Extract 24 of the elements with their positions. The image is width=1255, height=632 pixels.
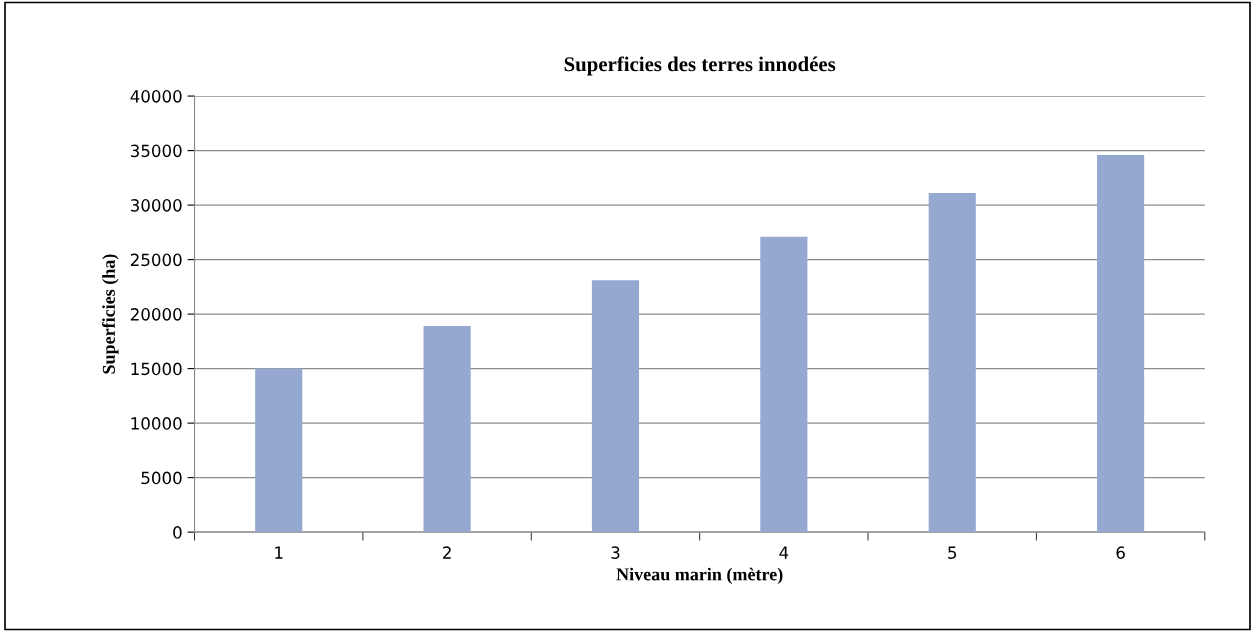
bar: [928, 193, 976, 533]
y-tick-label: 15000: [131, 362, 182, 376]
x-tick-label: 3: [611, 546, 620, 559]
x-axis-title: Niveau marin (mètre): [616, 567, 783, 585]
y-tick-label: 10000: [131, 417, 182, 430]
y-tick-label: 25000: [130, 253, 182, 267]
y-tick-label: 30000: [130, 199, 182, 212]
y-tick-label: 40000: [130, 90, 182, 103]
bar: [760, 236, 808, 533]
y-tick-label: 20000: [130, 308, 182, 321]
bar: [423, 326, 471, 533]
x-tick-label: 5: [948, 546, 957, 559]
x-tick-label: 1: [275, 546, 283, 559]
y-tick-label: 35000: [130, 144, 182, 158]
y-tick-label: 0: [173, 526, 182, 539]
bar: [591, 280, 640, 533]
x-tick-label: 4: [779, 546, 789, 559]
x-tick-label: 2: [443, 546, 451, 559]
bar: [255, 368, 303, 533]
x-tick-label: 6: [1116, 546, 1125, 559]
y-axis-title: Superficies (ha): [102, 254, 119, 374]
chart-title: Superficies des terres innodées: [564, 56, 836, 76]
y-tick-label: 5000: [141, 471, 182, 485]
bar: [1097, 154, 1145, 533]
